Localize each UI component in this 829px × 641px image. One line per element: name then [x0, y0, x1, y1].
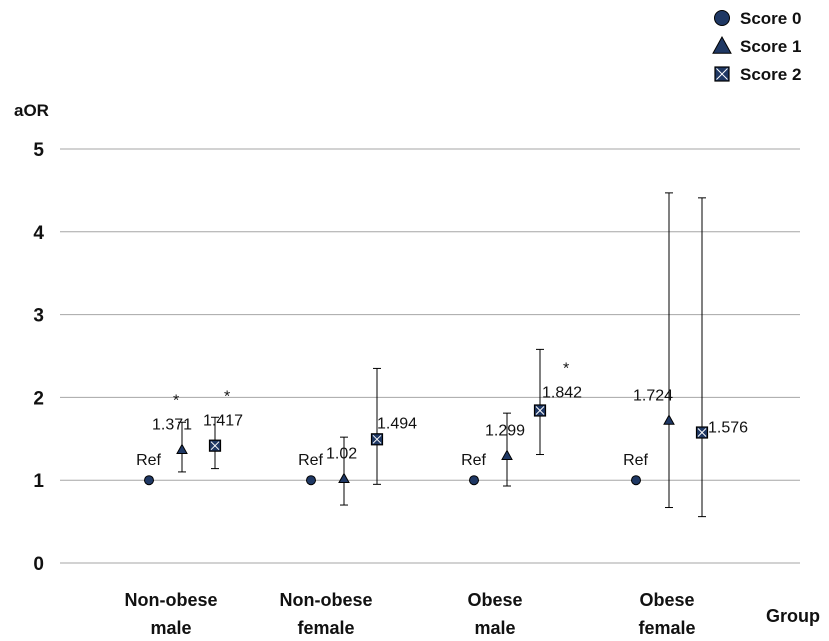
point-s1-g1 — [338, 472, 350, 484]
point-s2-g0 — [208, 439, 222, 452]
point-s2-g3 — [695, 426, 709, 439]
category-label-0-1: male — [150, 618, 191, 638]
value-label-s1-g0: 1.371 — [152, 416, 192, 433]
y-axis-ticks: 0 1 2 3 4 5 — [33, 140, 44, 575]
point-s2-g2 — [533, 404, 547, 417]
category-label-2-0: Obese — [467, 590, 522, 610]
y-tick-5: 5 — [33, 140, 44, 161]
category-label-1-0: Non-obese — [279, 590, 372, 610]
y-tick-0: 0 — [33, 554, 44, 575]
ref-label-g1: Ref — [298, 452, 323, 469]
grid-lines — [60, 148, 800, 564]
x-axis-label: Group — [766, 606, 820, 626]
point-s0-g3 — [631, 475, 641, 486]
significance-star-s2-g2: * — [563, 360, 569, 377]
legend: Score 0 Score 1 Score 2 — [712, 9, 801, 84]
data-marks: Ref Ref Ref Ref 1.371 * 1.02 1.299 1.724 1.417 * 1.… — [136, 192, 748, 518]
ref-label-g0: Ref — [136, 452, 161, 469]
y-axis-label: aOR — [14, 101, 49, 120]
value-label-s2-g1: 1.494 — [377, 415, 417, 432]
point-s1-g3 — [663, 414, 675, 425]
point-s2-g1 — [370, 433, 384, 446]
y-tick-2: 2 — [33, 388, 44, 409]
point-s2-g1-cross-b — [372, 434, 382, 444]
value-label-s1-g1: 1.02 — [326, 446, 357, 463]
point-s0-g2 — [469, 475, 479, 486]
y-tick-4: 4 — [33, 223, 44, 244]
category-label-3-1: female — [638, 618, 695, 638]
value-label-s2-g0: 1.417 — [203, 413, 243, 430]
point-s2-g3-cross-b — [697, 428, 707, 437]
legend-marker-0 — [714, 10, 730, 26]
point-s2-g0-cross-b — [210, 441, 220, 451]
point-s2-g2-cross-b — [535, 406, 545, 415]
legend-marker-2 — [714, 66, 730, 82]
legend-marker-1 — [712, 35, 732, 54]
value-label-s1-g2: 1.299 — [485, 422, 525, 439]
category-label-0-0: Non-obese — [124, 590, 217, 610]
x-axis-categories: Non-obese male Non-obese female Obese male Obe… — [124, 590, 695, 638]
value-label-s1-g3: 1.724 — [633, 387, 673, 404]
point-s0-g1 — [306, 475, 316, 486]
value-label-s2-g2: 1.842 — [542, 384, 582, 401]
significance-star-s2-g0: * — [224, 389, 230, 406]
category-label-3-0: Obese — [639, 590, 694, 610]
y-tick-1: 1 — [33, 471, 44, 492]
point-s0-g0 — [144, 475, 154, 486]
category-label-2-1: male — [474, 618, 515, 638]
legend-marker-2-cross-b — [716, 68, 728, 80]
legend-label-0: Score 0 — [740, 9, 801, 28]
y-tick-3: 3 — [33, 306, 44, 327]
ref-label-g2: Ref — [461, 452, 486, 469]
legend-label-2: Score 2 — [740, 65, 801, 84]
point-s1-g2 — [501, 449, 513, 460]
ref-label-g3: Ref — [623, 452, 648, 469]
category-label-1-1: female — [297, 618, 354, 638]
point-s1-g0 — [176, 443, 188, 454]
value-label-s2-g3: 1.576 — [708, 420, 748, 437]
significance-star-s1-g0: * — [173, 392, 179, 409]
legend-label-1: Score 1 — [740, 37, 801, 56]
